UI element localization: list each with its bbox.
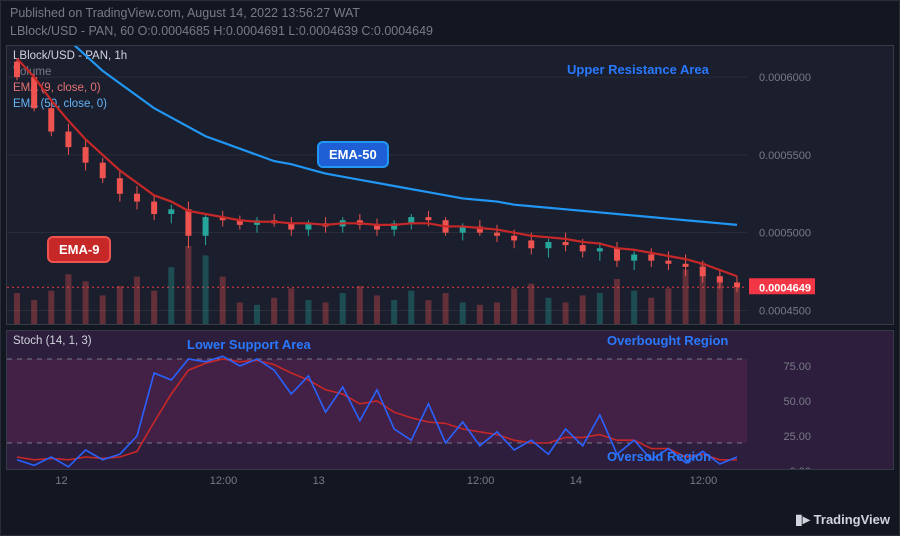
tv-logo-text: TradingView [814,512,890,527]
svg-text:50.00: 50.00 [783,396,811,408]
x-tick: 14 [570,475,582,487]
svg-text:0.0004500: 0.0004500 [759,305,811,317]
oversold-annot: Oversold Region [607,449,711,464]
svg-text:25.00: 25.00 [783,431,811,443]
pair-ohlc-line: LBlock/USD - PAN, 60 O:0.0004685 H:0.000… [10,24,433,38]
stoch-svg: 75.00 50.00 25.00 0.00 [7,331,893,469]
ema50-bubble: EMA-50 [317,141,389,168]
x-tick: 12:00 [467,475,495,487]
x-axis: 12 12:00 13 12:00 14 12:00 [6,475,820,495]
lower-support-annot: Lower Support Area [187,337,311,352]
price-svg: 0.0006000 0.0005500 0.0005000 0.0004500 0.00… [7,46,893,324]
x-tick: 13 [313,475,325,487]
x-tick: 12:00 [210,475,238,487]
svg-text:0.0005500: 0.0005500 [759,150,811,162]
svg-text:75.00: 75.00 [783,361,811,373]
tradingview-logo: ▮▸ TradingView [795,511,890,528]
x-tick: 12 [55,475,67,487]
published-header: Published on TradingView.com, August 14,… [10,6,360,20]
svg-text:0.0005000: 0.0005000 [759,228,811,240]
svg-text:0.00: 0.00 [790,466,811,469]
ema9-bubble: EMA-9 [47,236,111,263]
svg-text:0.0004649: 0.0004649 [759,282,811,294]
x-tick: 12:00 [690,475,718,487]
svg-text:0.0006000: 0.0006000 [759,72,811,84]
stochastic-panel[interactable]: Stoch (14, 1, 3) 75.0050.0025.000.00 Low… [6,330,894,470]
upper-resistance-annot: Upper Resistance Area [567,62,709,77]
tv-logo-icon: ▮▸ [795,511,814,527]
overbought-annot: Overbought Region [607,333,728,348]
main-price-chart[interactable]: LBlock/USD - PAN, 1h Volume EMA (9, clos… [6,45,894,325]
